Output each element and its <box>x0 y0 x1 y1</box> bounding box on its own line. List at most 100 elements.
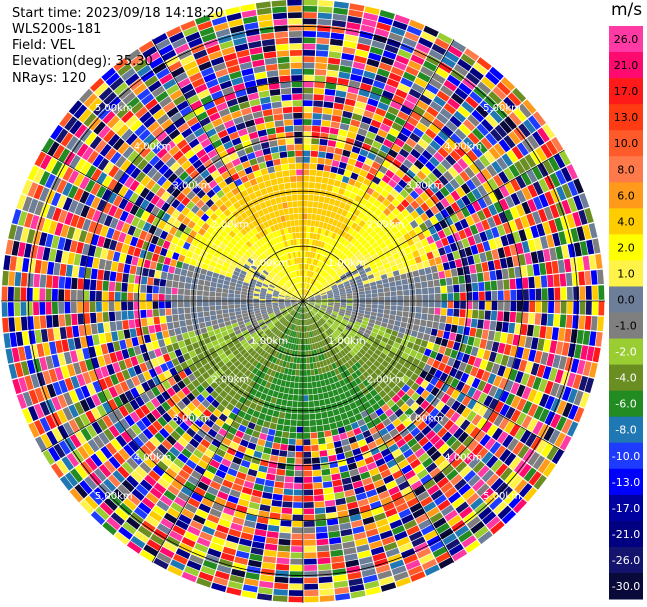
velocity-gate <box>354 453 364 462</box>
velocity-gate <box>369 345 377 353</box>
velocity-gate <box>461 238 470 248</box>
velocity-gate <box>342 418 351 426</box>
velocity-gate <box>191 388 201 398</box>
velocity-gate <box>481 420 493 434</box>
velocity-gate <box>331 239 338 247</box>
velocity-gate <box>166 397 176 408</box>
velocity-gate <box>278 301 285 303</box>
velocity-gate <box>255 404 263 413</box>
velocity-gate <box>380 56 395 66</box>
velocity-gate <box>349 584 365 593</box>
velocity-gate <box>185 319 193 326</box>
velocity-gate <box>306 291 311 297</box>
velocity-gate <box>317 387 323 394</box>
velocity-gate <box>285 295 292 298</box>
velocity-gate <box>479 100 494 114</box>
velocity-gate <box>89 290 96 301</box>
velocity-gate <box>509 206 520 219</box>
velocity-gate <box>453 427 464 439</box>
velocity-gate <box>446 252 455 262</box>
velocity-gate <box>331 473 341 481</box>
velocity-gate <box>394 138 405 148</box>
velocity-gate <box>206 464 218 475</box>
velocity-gate <box>103 322 111 333</box>
velocity-gate <box>254 345 261 352</box>
velocity-gate <box>383 474 395 485</box>
velocity-gate <box>380 496 393 506</box>
velocity-gate <box>351 113 363 122</box>
velocity-gate <box>45 414 57 430</box>
velocity-gate <box>221 305 228 310</box>
velocity-gate <box>292 304 298 309</box>
velocity-gate <box>379 530 393 540</box>
velocity-gate <box>303 257 306 264</box>
velocity-gate <box>55 128 69 144</box>
velocity-gate <box>477 272 484 282</box>
velocity-gate <box>241 590 257 599</box>
velocity-gate <box>422 89 436 100</box>
velocity-gate <box>435 201 445 212</box>
velocity-gate <box>426 535 442 547</box>
velocity-gate <box>59 475 74 491</box>
velocity-gate <box>299 313 302 320</box>
velocity-gate <box>363 137 374 146</box>
velocity-gate <box>338 187 346 196</box>
velocity-gate <box>351 364 359 372</box>
velocity-gate <box>350 357 358 364</box>
velocity-gate <box>460 292 466 301</box>
velocity-gate <box>505 406 516 420</box>
velocity-gate <box>515 204 526 217</box>
velocity-gate <box>334 302 341 305</box>
velocity-gate <box>338 310 345 315</box>
velocity-gate <box>375 457 386 467</box>
velocity-gate <box>69 154 81 169</box>
velocity-gate <box>280 513 292 521</box>
velocity-gate <box>203 285 210 292</box>
velocity-gate <box>313 227 319 234</box>
velocity-gate <box>403 448 414 459</box>
velocity-gate <box>222 437 232 447</box>
velocity-gate <box>197 459 209 470</box>
velocity-gate <box>383 262 391 270</box>
velocity-gate <box>578 375 589 392</box>
velocity-gate <box>262 387 270 395</box>
velocity-gate <box>171 287 178 295</box>
velocity-gate <box>253 450 263 459</box>
velocity-gate <box>253 293 260 297</box>
velocity-gate <box>226 586 242 596</box>
velocity-gate <box>366 218 374 226</box>
velocity-gate <box>224 246 232 254</box>
velocity-gate <box>246 324 253 330</box>
velocity-gate <box>168 226 178 236</box>
velocity-gate <box>98 482 112 497</box>
velocity-gate <box>118 393 129 405</box>
velocity-gate <box>156 500 170 512</box>
velocity-gate <box>54 222 64 236</box>
velocity-gate <box>359 301 366 304</box>
velocity-gate <box>504 301 511 311</box>
velocity-gate <box>285 335 290 342</box>
velocity-gate <box>100 248 109 260</box>
velocity-gate <box>406 453 418 464</box>
velocity-gate <box>218 518 232 528</box>
velocity-gate <box>369 411 379 421</box>
velocity-gate <box>493 414 505 427</box>
velocity-gate <box>362 317 370 322</box>
velocity-gate <box>360 24 375 34</box>
velocity-gate <box>458 248 467 258</box>
velocity-gate <box>320 228 326 236</box>
velocity-gate <box>168 351 177 360</box>
velocity-gate <box>158 301 165 309</box>
velocity-gate <box>316 538 329 546</box>
velocity-gate <box>227 328 235 335</box>
velocity-gate <box>438 175 449 186</box>
velocity-gate <box>343 483 354 492</box>
velocity-gate <box>276 338 281 345</box>
velocity-gate <box>546 445 559 461</box>
velocity-gate <box>359 348 367 356</box>
velocity-gate <box>98 464 112 478</box>
velocity-gate <box>339 432 348 441</box>
velocity-gate <box>357 498 369 507</box>
velocity-gate <box>456 403 467 415</box>
velocity-gate <box>381 174 391 184</box>
